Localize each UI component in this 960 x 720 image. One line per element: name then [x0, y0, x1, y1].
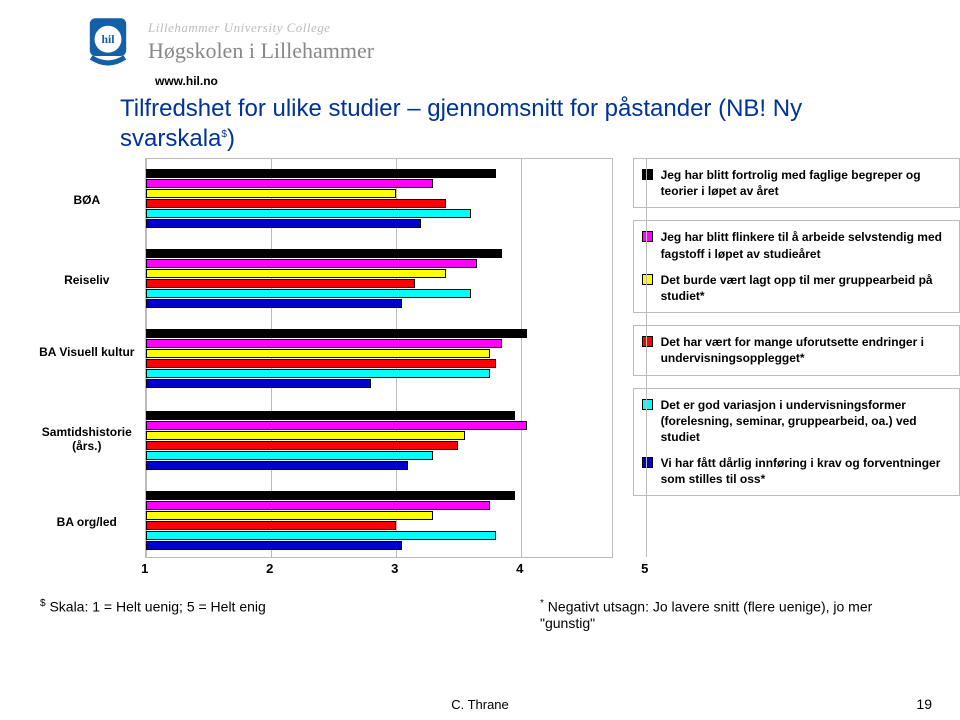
- legend-label: Det har vært for mange uforutsette endri…: [661, 334, 951, 366]
- bar: [146, 501, 490, 510]
- category-group: [146, 169, 612, 228]
- bar: [146, 269, 446, 278]
- bar: [146, 279, 415, 288]
- legend-item: Det burde vært lagt opp til mer gruppear…: [642, 272, 951, 304]
- bar: [146, 219, 421, 228]
- bar: [146, 491, 515, 500]
- bar: [146, 259, 477, 268]
- legend-item: Vi har fått dårlig innføring i krav og f…: [642, 455, 951, 487]
- legend-swatch: [642, 457, 653, 468]
- category-label: BØA: [34, 193, 146, 207]
- bar: [146, 169, 496, 178]
- legend-label: Jeg har blitt fortrolig med faglige begr…: [661, 167, 951, 199]
- legend-swatch: [642, 399, 653, 410]
- legend-item: Jeg har blitt fortrolig med faglige begr…: [642, 167, 951, 199]
- category-label: BA org/led: [34, 515, 146, 529]
- bar: [146, 431, 465, 440]
- legend-label: Det er god variasjon i undervisningsform…: [661, 397, 951, 446]
- bar: [146, 289, 471, 298]
- bar: [146, 359, 496, 368]
- negative-footnote: * Negativt utsagn: Jo lavere snitt (fler…: [540, 598, 930, 631]
- category-group: [146, 329, 612, 388]
- legend-label: Vi har fått dårlig innføring i krav og f…: [661, 455, 951, 487]
- category-label: Samtidshistorie (års.): [34, 425, 146, 453]
- legend-item: Det har vært for mange uforutsette endri…: [642, 334, 951, 366]
- institution-url: www.hil.no: [155, 74, 960, 88]
- bar: [146, 379, 371, 388]
- svg-text:hil: hil: [101, 33, 115, 46]
- x-tick: 4: [516, 561, 523, 576]
- legend-label: Det burde vært lagt opp til mer gruppear…: [661, 272, 951, 304]
- bar: [146, 209, 471, 218]
- institution-logo: hil: [80, 14, 136, 70]
- bar: [146, 349, 490, 358]
- page-number: 19: [916, 696, 932, 712]
- legend-item: Det er god variasjon i undervisningsform…: [642, 397, 951, 446]
- legend-item: Jeg har blitt flinkere til å arbeide sel…: [642, 229, 951, 261]
- bar: [146, 329, 527, 338]
- bar: [146, 369, 490, 378]
- legend-swatch: [642, 336, 653, 347]
- institution-no: Høgskolen i Lillehammer: [148, 38, 374, 64]
- bar: [146, 179, 434, 188]
- bar: [146, 541, 402, 550]
- bar: [146, 299, 402, 308]
- bar: [146, 411, 515, 420]
- legend-box: Jeg har blitt flinkere til å arbeide sel…: [633, 220, 960, 313]
- legend-box: Jeg har blitt fortrolig med faglige begr…: [633, 158, 960, 208]
- header: hil Lillehammer University College Høgsk…: [0, 0, 960, 72]
- bar: [146, 521, 396, 530]
- slide-title: Tilfredshet for ulike studier – gjennoms…: [0, 88, 820, 158]
- x-tick: 2: [266, 561, 273, 576]
- bar: [146, 511, 434, 520]
- x-tick: 1: [141, 561, 148, 576]
- bar: [146, 421, 527, 430]
- legend-swatch: [642, 231, 653, 242]
- category-group: [146, 491, 612, 550]
- legend-swatch: [642, 169, 653, 180]
- bar: [146, 531, 496, 540]
- bar: [146, 249, 502, 258]
- category-group: [146, 249, 612, 308]
- chart: BØAReiselivBA Visuell kulturSamtidshisto…: [145, 158, 613, 582]
- legend-box: Det er god variasjon i undervisningsform…: [633, 388, 960, 497]
- legend-label: Jeg har blitt flinkere til å arbeide sel…: [661, 229, 951, 261]
- bar: [146, 461, 409, 470]
- category-label: BA Visuell kultur: [34, 345, 146, 359]
- bar: [146, 199, 446, 208]
- x-tick: 3: [391, 561, 398, 576]
- scale-footnote: $ Skala: 1 = Helt uenig; 5 = Helt enig: [40, 598, 266, 615]
- legend-swatch: [642, 274, 653, 285]
- author: C. Thrane: [0, 697, 960, 712]
- bar: [146, 451, 434, 460]
- institution-en: Lillehammer University College: [148, 20, 374, 36]
- bar: [146, 441, 459, 450]
- legend: Jeg har blitt fortrolig med faglige begr…: [633, 158, 960, 582]
- legend-box: Det har vært for mange uforutsette endri…: [633, 325, 960, 375]
- category-group: [146, 411, 612, 470]
- bar: [146, 339, 502, 348]
- category-label: Reiseliv: [34, 273, 146, 287]
- x-tick: 5: [641, 561, 648, 576]
- bar: [146, 189, 396, 198]
